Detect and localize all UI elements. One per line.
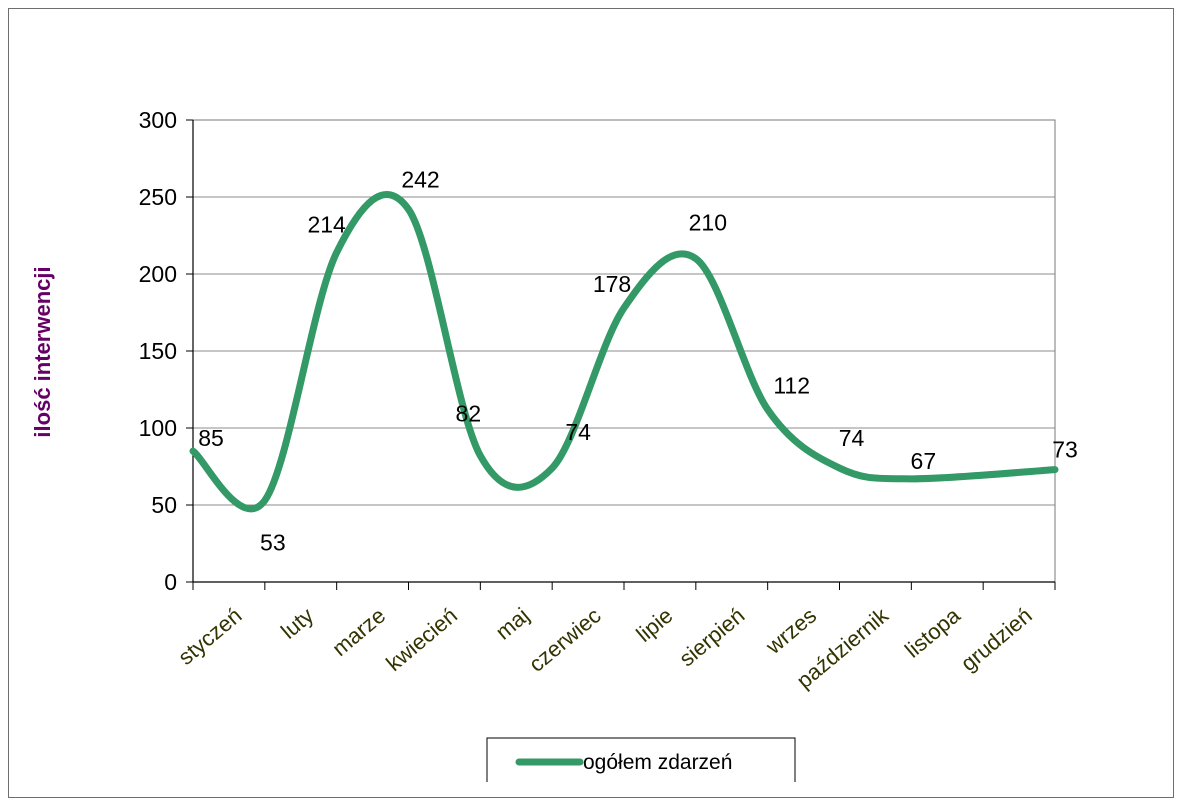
data-label: 53 — [260, 529, 286, 555]
x-tick-label: maj — [491, 603, 534, 645]
data-point — [1052, 466, 1059, 473]
data-label: 242 — [401, 166, 439, 192]
data-label: 74 — [565, 419, 591, 445]
data-label: 74 — [839, 425, 865, 451]
series-line-ogolem-zdarzen — [189, 191, 1059, 513]
data-labels: 85 53 214 242 82 74 178 210 112 74 67 73 — [198, 166, 1078, 555]
data-point — [764, 406, 771, 413]
line-chart: 0 50 100 150 200 250 300 styczeń luty marzekwiec… — [30, 107, 1078, 782]
y-tick-label: 200 — [139, 261, 177, 287]
gridlines — [193, 196, 1055, 506]
x-tick-label: wrzes — [760, 603, 821, 660]
data-label: 210 — [689, 210, 727, 236]
data-label: 82 — [456, 401, 482, 427]
x-tick-label: grudzień — [956, 603, 1037, 676]
data-point — [261, 497, 268, 504]
x-tick-label: listopa — [900, 602, 965, 663]
y-tick-label: 300 — [139, 107, 177, 133]
data-label: 214 — [307, 211, 346, 237]
data-point — [405, 206, 412, 213]
data-point — [692, 255, 699, 262]
x-tick-label: sierpień — [674, 603, 749, 672]
data-label: 67 — [911, 448, 937, 474]
y-tick-labels: 0 50 100 150 200 250 300 — [139, 107, 177, 595]
data-label: 112 — [773, 373, 810, 399]
y-tick-label: 100 — [139, 415, 177, 441]
x-tick-label: styczeń — [173, 603, 246, 670]
data-point — [549, 465, 556, 472]
data-point — [836, 465, 843, 472]
y-axis-label: ilość interwencji — [30, 266, 55, 437]
y-tick-label: 50 — [151, 492, 177, 518]
legend-box — [486, 737, 796, 782]
data-label: 85 — [198, 425, 224, 451]
data-point — [908, 475, 915, 482]
data-point — [621, 304, 628, 311]
y-tick-label: 0 — [164, 569, 177, 595]
data-point — [477, 452, 484, 459]
x-tick-label: marze — [327, 603, 390, 661]
data-label: 73 — [1052, 437, 1078, 463]
data-point — [190, 448, 197, 455]
data-point — [333, 249, 340, 256]
x-tick-label: luty — [276, 603, 318, 644]
legend-entry: ogółem zdarzeń — [583, 751, 732, 774]
data-label: 178 — [593, 271, 631, 297]
axes — [186, 119, 1056, 590]
x-tick-label: czerwiec — [524, 603, 606, 677]
y-tick-label: 250 — [139, 184, 177, 210]
x-tick-label: kwiecień — [381, 603, 462, 676]
y-tick-label: 150 — [139, 338, 177, 364]
x-tick-label: lipie — [631, 603, 677, 647]
legend: ogółem zdarzeń — [486, 737, 796, 782]
